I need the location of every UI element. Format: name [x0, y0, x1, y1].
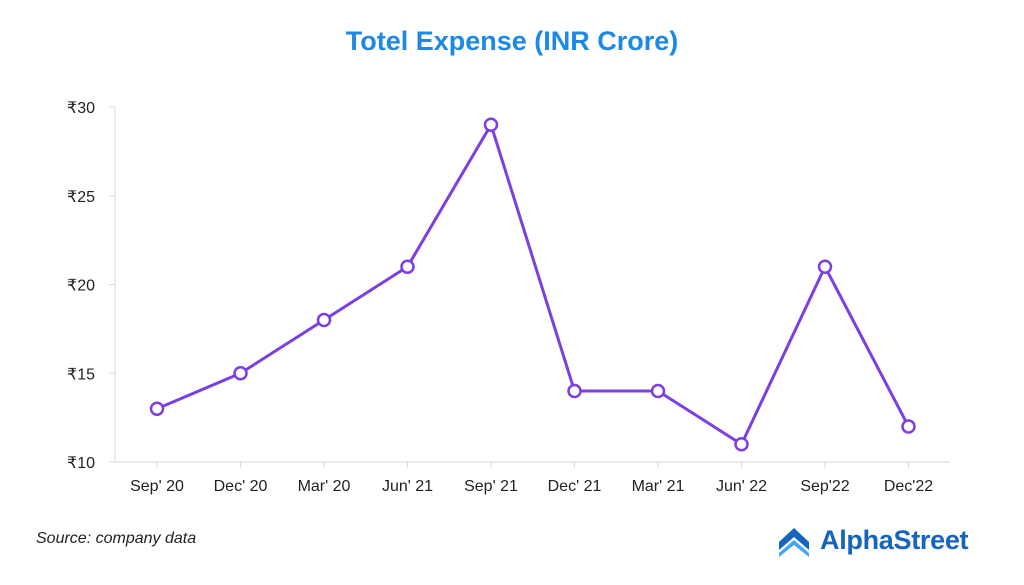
y-tick-label: ₹20 [67, 278, 95, 295]
brand-name: AlphaStreet [820, 524, 969, 555]
y-axis-ticks: ₹10 ₹15 ₹20 ₹25 ₹30 [67, 100, 115, 472]
brand-logo: AlphaStreet [776, 520, 969, 560]
series-polyline [156, 123, 910, 446]
chart-title: Totel Expense (INR Crore) [345, 26, 679, 56]
x-tick-label: Dec' 21 [548, 478, 602, 495]
x-tick-label: Mar' 21 [632, 478, 685, 495]
y-tick-label: ₹15 [67, 366, 95, 383]
data-point [149, 401, 165, 416]
data-point [734, 437, 749, 452]
data-point [316, 312, 332, 328]
data-point [567, 383, 582, 399]
data-point [817, 259, 833, 274]
data-point [233, 366, 248, 381]
y-tick-label: ₹25 [67, 189, 95, 206]
data-point [400, 259, 415, 274]
series-line [149, 117, 916, 452]
alphastreet-logo-icon [779, 528, 809, 557]
source-note: Source: company data [36, 530, 197, 547]
data-point [901, 419, 916, 434]
data-point [650, 383, 666, 399]
y-tick-label: ₹10 [67, 455, 95, 472]
x-tick-label: Jun' 21 [382, 478, 433, 495]
chart-axes [114, 107, 950, 463]
x-tick-label: Dec'22 [884, 478, 933, 495]
x-tick-label: Dec' 20 [214, 478, 268, 495]
x-tick-label: Sep'22 [800, 478, 849, 495]
x-axis-ticks: Sep' 20 Dec' 20 Mar' 20 Jun' 21 Sep' 21 Dec' … [130, 462, 933, 495]
y-tick-label: ₹30 [67, 100, 95, 117]
x-tick-label: Jun' 22 [716, 478, 767, 495]
x-tick-label: Sep' 20 [130, 478, 184, 495]
x-tick-label: Mar' 20 [298, 478, 351, 495]
data-point [483, 117, 499, 132]
x-tick-label: Sep' 21 [464, 478, 518, 495]
